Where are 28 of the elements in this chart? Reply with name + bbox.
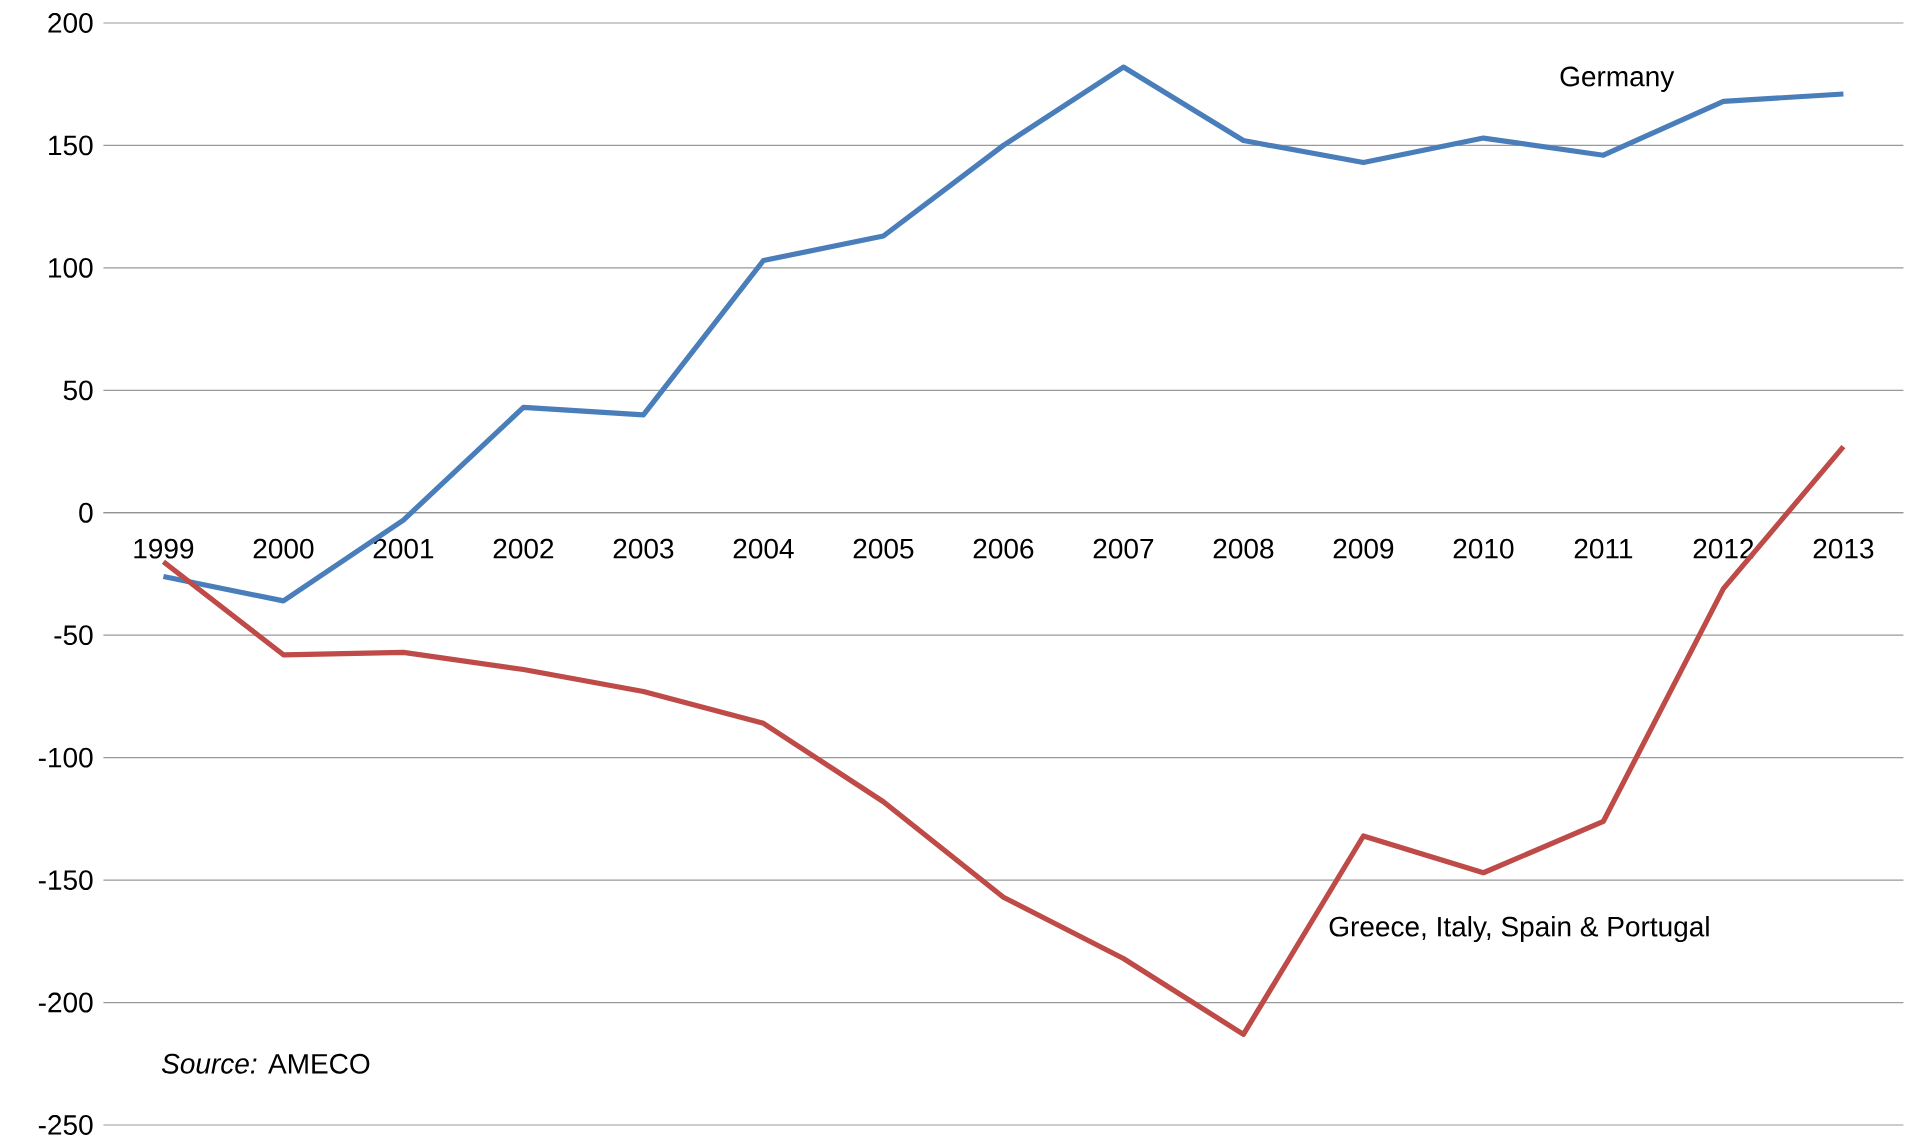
x-tick-label: 2002 (493, 538, 554, 559)
x-tick-label: 2013 (1813, 538, 1874, 559)
y-tick-label: 50 (63, 380, 93, 401)
series-label: Germany (1560, 66, 1675, 92)
x-tick-label: 2001 (373, 538, 434, 559)
y-tick-label: -50 (54, 625, 93, 646)
x-tick-label: 1999 (134, 538, 194, 559)
x-tick-label: 2007 (1093, 538, 1154, 559)
x-tick-label: 2004 (733, 538, 794, 559)
y-tick-label: 200 (48, 12, 93, 33)
x-tick-label: 2006 (973, 538, 1034, 559)
y-tick-label: -100 (38, 747, 93, 768)
x-tick-label: 2012 (1693, 538, 1754, 559)
x-tick-label: 2003 (613, 538, 674, 559)
x-tick-label: 2010 (1453, 538, 1514, 559)
x-tick-label: 2000 (253, 538, 314, 559)
x-tick-label: 2008 (1213, 538, 1274, 559)
y-tick-label: 0 (79, 502, 93, 523)
annotation: Source: AMECO (161, 1053, 370, 1074)
x-tick-label: 2009 (1333, 538, 1394, 559)
y-tick-label: -200 (38, 992, 93, 1013)
y-tick-label: -150 (38, 870, 93, 890)
y-tick-label: 100 (49, 257, 93, 278)
y-tick-label: -250 (38, 1114, 93, 1135)
x-tick-label: 2005 (853, 538, 914, 559)
y-tick-label: 150 (49, 135, 93, 156)
x-tick-label: 2011 (1574, 538, 1633, 559)
series-label: Greece, Italy, Spain & Portugal (1329, 915, 1709, 942)
